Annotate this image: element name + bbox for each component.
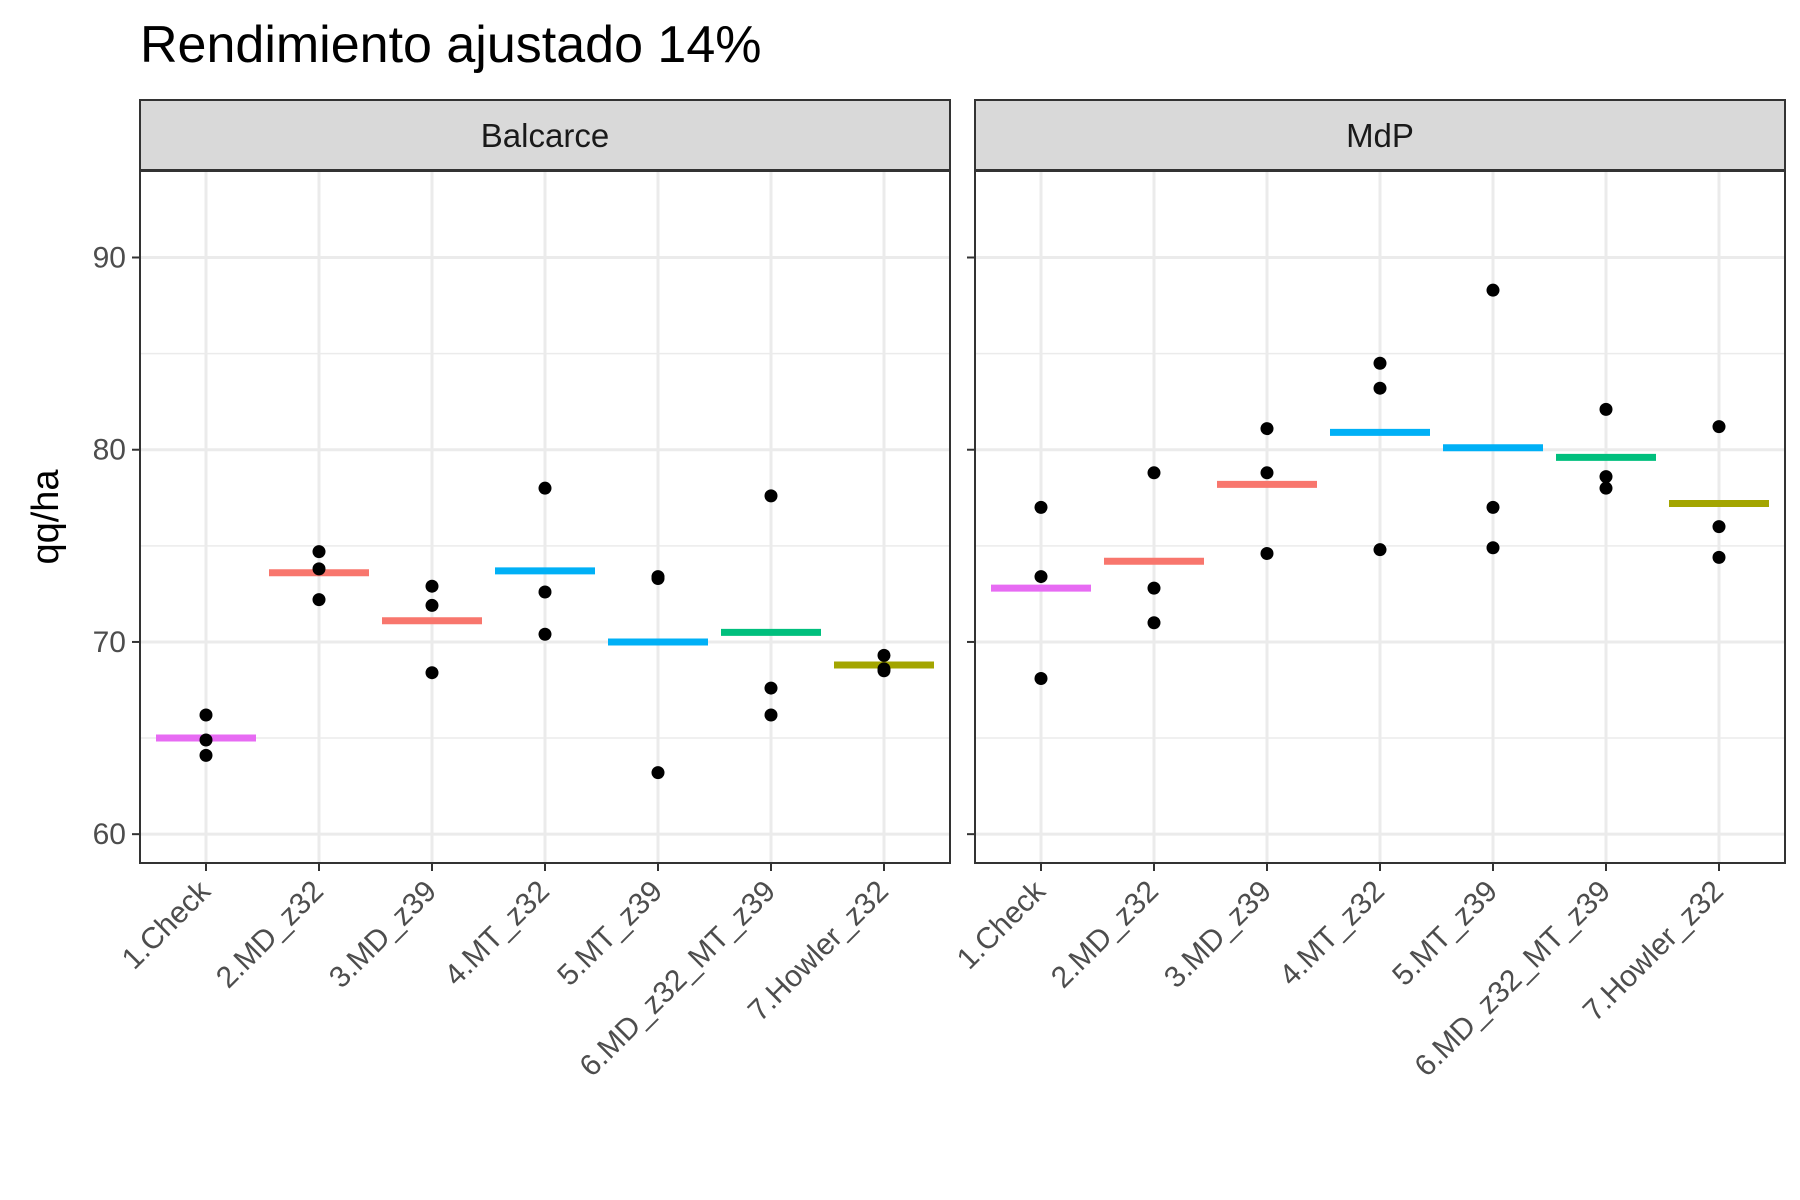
data-point [1712,550,1726,564]
data-point [764,489,778,503]
data-point [1260,547,1274,561]
data-point [651,766,665,780]
data-point [425,666,439,680]
data-point [1373,356,1387,370]
data-point [1260,422,1274,436]
data-point [877,664,891,678]
data-point [1147,581,1161,595]
x-tick-label: 6.MD_z32_MT_z39 [1408,875,1616,1083]
data-point [425,579,439,593]
data-point [1260,466,1274,480]
facet-panel-mdp: MdP 1.Check2.MD_z323.MD_z394.MT_z325.MT_z… [951,99,1786,1083]
data-point [1599,402,1613,416]
facet-strip [139,99,951,171]
data-point [1373,543,1387,557]
x-tick-label: 3.MD_z39 [1158,875,1278,995]
y-tick-label: 90 [93,242,126,275]
x-tick-label: 2.MD_z32 [1045,875,1165,995]
y-tick-label: 60 [93,818,126,851]
data-point [1599,470,1613,484]
data-point [764,681,778,695]
data-point [312,545,326,559]
data-point [538,585,552,599]
data-point [312,562,326,576]
x-tick-label: 1.Check [116,874,218,976]
y-tick-label: 70 [93,626,126,659]
data-point [312,593,326,607]
data-point [1373,381,1387,395]
data-point [425,598,439,612]
x-tick-label: 6.MD_z32_MT_z39 [573,875,781,1083]
data-point [1034,500,1048,514]
data-point [1147,466,1161,480]
x-tick-label: 2.MD_z32 [210,875,330,995]
data-point [1486,541,1500,555]
facet-panel-balcarce: Balcarce 60 70 80 90 1.Check2.MD_z323.MD_z394… [93,99,951,1083]
facet-strip [974,99,1786,171]
data-point [538,481,552,495]
data-point [1486,500,1500,514]
data-point [199,748,213,762]
data-point [877,648,891,662]
facet-strip-label: MdP [1346,117,1414,154]
data-point [651,572,665,586]
data-point [199,708,213,722]
y-axis-title: qq/ha [25,469,67,565]
x-tick-label: 3.MD_z39 [323,875,443,995]
y-tick-label: 80 [93,434,126,467]
x-tick-label: 5.MT_z39 [1386,875,1504,993]
x-tick-label: 5.MT_z39 [551,875,669,993]
data-point [1034,671,1048,685]
data-point [1599,481,1613,495]
panels-layer: Balcarce607080901.Check2.MD_z323.MD_z394… [93,99,1786,1083]
data-point [1147,616,1161,630]
facet-strip-label: Balcarce [481,117,609,154]
data-point [199,733,213,747]
x-tick-label: 4.MT_z32 [1273,875,1391,993]
data-point [764,708,778,722]
data-point [1486,283,1500,297]
data-point [1712,520,1726,534]
data-point [1712,420,1726,434]
data-point [1034,570,1048,584]
chart-title: Rendimiento ajustado 14% [140,16,762,74]
x-tick-label: 1.Check [951,874,1053,976]
data-point [538,627,552,641]
x-tick-label: 4.MT_z32 [438,875,556,993]
